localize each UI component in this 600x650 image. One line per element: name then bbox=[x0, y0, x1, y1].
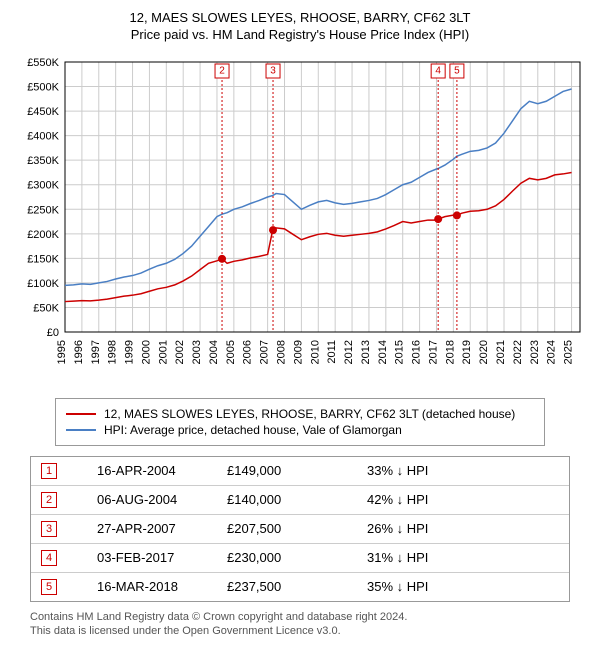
svg-text:2000: 2000 bbox=[140, 340, 152, 364]
sale-price: £207,500 bbox=[227, 521, 357, 536]
svg-text:1997: 1997 bbox=[90, 340, 102, 364]
sale-number-box: 1 bbox=[41, 463, 57, 479]
svg-text:1996: 1996 bbox=[73, 340, 85, 364]
svg-text:2004: 2004 bbox=[208, 340, 220, 364]
svg-text:£450K: £450K bbox=[27, 106, 59, 118]
svg-text:2019: 2019 bbox=[461, 340, 473, 364]
table-row: 1 16-APR-2004 £149,000 33% ↓ HPI bbox=[31, 457, 569, 486]
svg-text:£150K: £150K bbox=[27, 253, 59, 265]
svg-text:2008: 2008 bbox=[276, 340, 288, 364]
svg-text:2009: 2009 bbox=[292, 340, 304, 364]
sale-price: £140,000 bbox=[227, 492, 357, 507]
table-row: 2 06-AUG-2004 £140,000 42% ↓ HPI bbox=[31, 486, 569, 515]
table-row: 3 27-APR-2007 £207,500 26% ↓ HPI bbox=[31, 515, 569, 544]
svg-text:£400K: £400K bbox=[27, 130, 59, 142]
svg-text:£350K: £350K bbox=[27, 155, 59, 167]
sales-table: 1 16-APR-2004 £149,000 33% ↓ HPI 2 06-AUG-200… bbox=[30, 456, 570, 602]
sale-pct: 42% ↓ HPI bbox=[367, 492, 497, 507]
svg-text:5: 5 bbox=[454, 65, 460, 76]
sale-pct: 31% ↓ HPI bbox=[367, 550, 497, 565]
legend-swatch-property bbox=[66, 413, 96, 415]
svg-text:2022: 2022 bbox=[512, 340, 524, 364]
svg-text:2011: 2011 bbox=[326, 340, 338, 364]
footer-attribution: Contains HM Land Registry data © Crown c… bbox=[30, 610, 570, 639]
svg-text:2024: 2024 bbox=[546, 340, 558, 364]
svg-text:2014: 2014 bbox=[377, 340, 389, 364]
svg-text:2021: 2021 bbox=[495, 340, 507, 364]
sale-date: 27-APR-2007 bbox=[67, 521, 217, 536]
sale-number-box: 3 bbox=[41, 521, 57, 537]
sale-date: 16-MAR-2018 bbox=[67, 579, 217, 594]
table-row: 5 16-MAR-2018 £237,500 35% ↓ HPI bbox=[31, 573, 569, 601]
footer-line-1: Contains HM Land Registry data © Crown c… bbox=[30, 610, 570, 624]
svg-text:2015: 2015 bbox=[394, 340, 406, 364]
legend-box: 12, MAES SLOWES LEYES, RHOOSE, BARRY, CF… bbox=[55, 398, 545, 446]
sale-price: £230,000 bbox=[227, 550, 357, 565]
sale-pct: 35% ↓ HPI bbox=[367, 579, 497, 594]
svg-text:£50K: £50K bbox=[33, 302, 59, 314]
svg-text:1995: 1995 bbox=[56, 340, 68, 364]
svg-text:2006: 2006 bbox=[242, 340, 254, 364]
svg-text:2: 2 bbox=[219, 65, 225, 76]
svg-text:2017: 2017 bbox=[427, 340, 439, 364]
sale-price: £149,000 bbox=[227, 463, 357, 478]
svg-text:£300K: £300K bbox=[27, 180, 59, 192]
sale-number-box: 2 bbox=[41, 492, 57, 508]
price-chart-svg: £0 £50K £100K £150K £200K £250K £300K £350K £400… bbox=[10, 52, 590, 392]
title-line-1: 12, MAES SLOWES LEYES, RHOOSE, BARRY, CF… bbox=[5, 10, 595, 27]
sale-price: £237,500 bbox=[227, 579, 357, 594]
legend-row-property: 12, MAES SLOWES LEYES, RHOOSE, BARRY, CF… bbox=[66, 407, 534, 421]
svg-text:2016: 2016 bbox=[411, 340, 423, 364]
svg-text:2020: 2020 bbox=[478, 340, 490, 364]
svg-text:4: 4 bbox=[435, 65, 441, 76]
sale-pct: 26% ↓ HPI bbox=[367, 521, 497, 536]
sale-date: 03-FEB-2017 bbox=[67, 550, 217, 565]
svg-text:2018: 2018 bbox=[444, 340, 456, 364]
legend-row-hpi: HPI: Average price, detached house, Vale… bbox=[66, 423, 534, 437]
title-line-2: Price paid vs. HM Land Registry's House … bbox=[5, 27, 595, 44]
svg-text:1998: 1998 bbox=[107, 340, 119, 364]
legend-label-hpi: HPI: Average price, detached house, Vale… bbox=[104, 423, 402, 437]
svg-text:2012: 2012 bbox=[343, 340, 355, 364]
svg-text:2023: 2023 bbox=[529, 340, 541, 364]
svg-text:2013: 2013 bbox=[360, 340, 372, 364]
svg-text:2005: 2005 bbox=[225, 340, 237, 364]
sale-date: 06-AUG-2004 bbox=[67, 492, 217, 507]
legend-swatch-hpi bbox=[66, 429, 96, 431]
chart-title-block: 12, MAES SLOWES LEYES, RHOOSE, BARRY, CF… bbox=[5, 10, 595, 44]
sale-pct: 33% ↓ HPI bbox=[367, 463, 497, 478]
footer-line-2: This data is licensed under the Open Gov… bbox=[30, 624, 570, 638]
chart-container: £0 £50K £100K £150K £200K £250K £300K £350K £400… bbox=[10, 52, 590, 392]
sale-date: 16-APR-2004 bbox=[67, 463, 217, 478]
svg-text:2002: 2002 bbox=[174, 340, 186, 364]
sale-number-box: 4 bbox=[41, 550, 57, 566]
svg-text:£250K: £250K bbox=[27, 204, 59, 216]
sale-number-box: 5 bbox=[41, 579, 57, 595]
svg-text:3: 3 bbox=[270, 65, 276, 76]
svg-text:£0: £0 bbox=[47, 327, 59, 339]
svg-text:£200K: £200K bbox=[27, 229, 59, 241]
svg-text:2025: 2025 bbox=[563, 340, 575, 364]
svg-text:2007: 2007 bbox=[259, 340, 271, 364]
svg-text:2003: 2003 bbox=[191, 340, 203, 364]
svg-text:£100K: £100K bbox=[27, 278, 59, 290]
svg-text:£550K: £550K bbox=[27, 57, 59, 69]
svg-text:1999: 1999 bbox=[124, 340, 136, 364]
svg-text:£500K: £500K bbox=[27, 81, 59, 93]
table-row: 4 03-FEB-2017 £230,000 31% ↓ HPI bbox=[31, 544, 569, 573]
svg-text:2001: 2001 bbox=[157, 340, 169, 364]
svg-text:2010: 2010 bbox=[309, 340, 321, 364]
legend-label-property: 12, MAES SLOWES LEYES, RHOOSE, BARRY, CF… bbox=[104, 407, 515, 421]
